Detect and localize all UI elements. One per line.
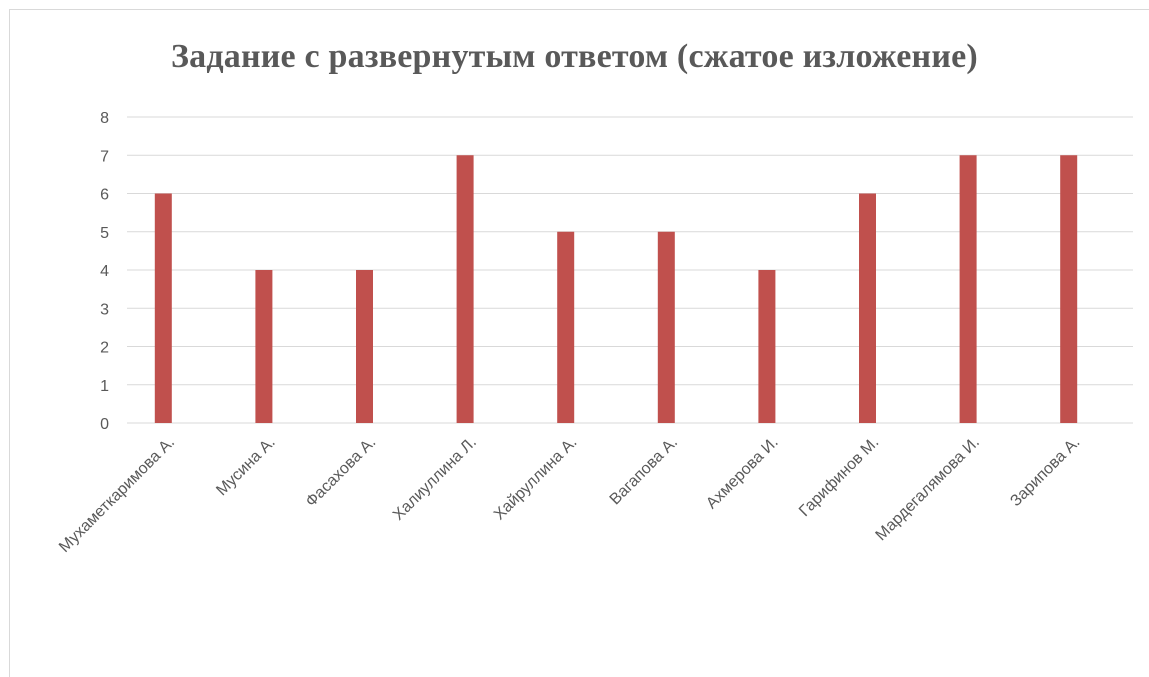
x-category-label: Ахмерова И. bbox=[703, 434, 781, 512]
x-category-label: Гарифинов М. bbox=[796, 434, 882, 520]
y-tick-label: 5 bbox=[100, 225, 109, 242]
y-tick-label: 3 bbox=[100, 301, 109, 318]
bar bbox=[557, 231, 575, 423]
bar bbox=[356, 270, 373, 423]
bar bbox=[456, 155, 474, 423]
y-tick-label: 0 bbox=[100, 416, 109, 433]
y-axis: 0 1 2 3 4 5 6 7 8 bbox=[100, 110, 109, 433]
x-axis: Мухаметкаримова А. Мусина А. Фасахова А. Ха… bbox=[56, 434, 1084, 556]
bar bbox=[154, 193, 172, 423]
bar bbox=[255, 270, 273, 423]
y-tick-label: 4 bbox=[100, 263, 109, 280]
x-category-label: Мардегалямова И. bbox=[873, 434, 983, 544]
bar bbox=[758, 270, 776, 423]
y-tick-label: 8 bbox=[100, 110, 109, 127]
y-tick-label: 1 bbox=[100, 378, 109, 395]
y-tick-label: 6 bbox=[100, 187, 109, 204]
bar bbox=[959, 155, 977, 423]
x-category-label: Вагапова А. bbox=[607, 434, 681, 508]
gridlines bbox=[127, 116, 1133, 424]
bar bbox=[657, 231, 675, 423]
chart-title: Задание с развернутым ответом (сжатое из… bbox=[171, 38, 978, 75]
y-tick-label: 2 bbox=[100, 340, 109, 357]
bar bbox=[859, 193, 876, 423]
bars bbox=[154, 155, 1078, 423]
x-category-label: Фасахова А. bbox=[303, 434, 380, 511]
y-tick-label: 7 bbox=[100, 148, 109, 165]
chart-area bbox=[9, 9, 1149, 677]
x-category-label: Мусина А. bbox=[213, 434, 278, 499]
x-category-label: Халиуллина Л. bbox=[390, 434, 480, 524]
x-category-label: Хайруллина А. bbox=[491, 434, 581, 524]
x-category-label: Мухаметкаримова А. bbox=[56, 434, 178, 556]
x-category-label: Зарипова А. bbox=[1007, 434, 1083, 510]
bar bbox=[1060, 155, 1078, 423]
